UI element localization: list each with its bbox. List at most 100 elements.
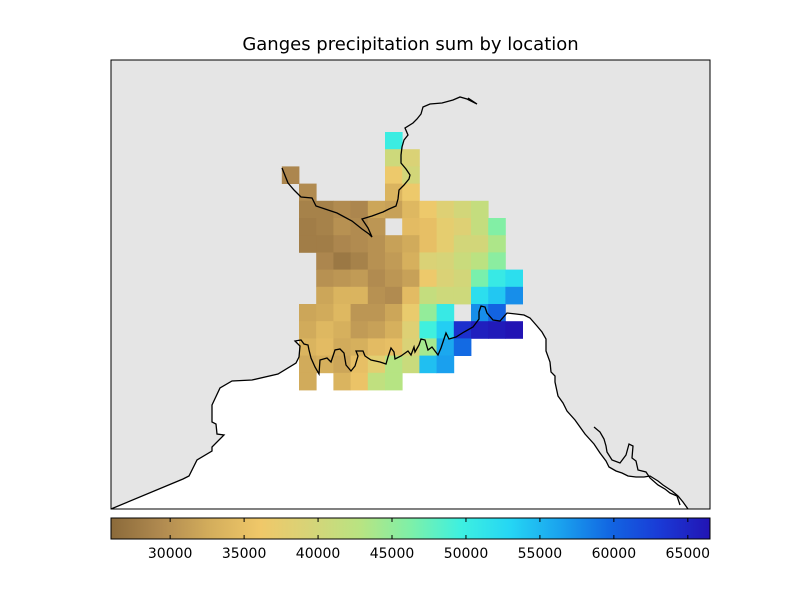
colorbar-ticks: 30000 35000 40000 45000 50000 55000 60000 65000 — [148, 518, 710, 562]
grid-cell — [385, 252, 403, 270]
grid-cell — [333, 304, 351, 322]
grid-cell — [453, 286, 472, 305]
grid-cell — [436, 355, 455, 374]
grid-cell — [367, 269, 386, 288]
grid-cell — [385, 269, 403, 288]
grid-cell — [453, 321, 472, 339]
grid-cell — [350, 200, 369, 219]
grid-cell — [385, 200, 403, 219]
grid-cell — [385, 183, 403, 202]
grid-cell — [471, 218, 489, 236]
grid-cell — [488, 269, 506, 288]
grid-cell — [385, 149, 403, 167]
grid-cell — [385, 321, 403, 339]
grid-cell — [333, 286, 351, 305]
grid-cell — [488, 304, 506, 322]
grid-cell — [350, 252, 369, 270]
grid-cell — [316, 304, 334, 322]
grid-cell — [488, 286, 506, 305]
grid-cell — [453, 338, 472, 356]
grid-cell — [316, 235, 334, 253]
grid-cell — [367, 218, 386, 236]
colorbar-gradient — [110, 517, 711, 540]
grid-cell — [453, 200, 472, 219]
grid-cell — [299, 235, 317, 253]
grid-cell — [488, 235, 506, 253]
grid-cell — [367, 252, 386, 270]
grid-cell — [488, 252, 506, 270]
grid-cell — [350, 338, 369, 356]
grid-cell — [471, 252, 489, 270]
grid-cell — [488, 321, 506, 339]
grid-cell — [419, 200, 437, 219]
land-mass — [111, 306, 688, 509]
coastline-main — [110, 305, 689, 510]
grid-cell — [419, 252, 437, 270]
grid-cell — [419, 355, 437, 374]
grid-cell — [488, 218, 506, 236]
grid-cell — [299, 218, 317, 236]
grid-cell — [471, 304, 489, 322]
map-frame — [110, 59, 711, 510]
grid-cell — [419, 286, 437, 305]
grid-cell — [333, 338, 351, 356]
colorbar-tick-label: 60000 — [592, 546, 637, 562]
grid-cell — [385, 355, 403, 374]
grid-cell — [505, 269, 523, 288]
grid-cell — [436, 286, 455, 305]
grid-cell — [402, 286, 420, 305]
colorbar-tick-label: 50000 — [444, 546, 489, 562]
grid-cell — [385, 166, 403, 184]
coastline — [110, 96, 689, 510]
colorbar-tick-label: 55000 — [518, 546, 563, 562]
grid-cell — [505, 286, 523, 305]
grid-cell — [333, 235, 351, 253]
grid-cell — [333, 355, 351, 374]
grid-cell — [367, 321, 386, 339]
grid-cell — [367, 286, 386, 305]
grid-cell — [453, 235, 472, 253]
colorbar-tick-label: 30000 — [148, 546, 193, 562]
grid-cell — [350, 269, 369, 288]
grid-cell — [367, 200, 386, 219]
grid-cell — [333, 372, 351, 391]
grid-cell — [316, 252, 334, 270]
grid-cell — [453, 218, 472, 236]
grid-cell — [316, 338, 334, 356]
grid-cell — [436, 235, 455, 253]
grid-cell — [367, 355, 386, 374]
grid-cell — [299, 372, 317, 391]
grid-cell — [350, 355, 369, 374]
coastline-right-inlet — [593, 426, 681, 506]
grid-cell — [402, 183, 420, 202]
grid-cell — [419, 235, 437, 253]
map-title: Ganges precipitation sum by location — [242, 34, 579, 55]
grid-cell — [453, 252, 472, 270]
grid-cell — [367, 372, 386, 391]
grid-cell — [402, 321, 420, 339]
grid-cell — [299, 183, 317, 202]
grid-cell — [350, 235, 369, 253]
grid-cell — [385, 304, 403, 322]
grid-cell — [385, 132, 403, 150]
colorbar-tick-label: 45000 — [370, 546, 415, 562]
grid-cell — [402, 304, 420, 322]
grid-cell — [419, 338, 437, 356]
grid-cell — [471, 286, 489, 305]
grid-cell — [333, 252, 351, 270]
grid-cell — [505, 321, 523, 339]
grid-cell — [436, 200, 455, 219]
grid-cell — [350, 321, 369, 339]
grid-cell — [299, 321, 317, 339]
grid-cell — [402, 200, 420, 219]
grid-cell — [471, 269, 489, 288]
colorbar: 30000 35000 40000 45000 50000 55000 60000 65000 — [110, 517, 711, 562]
grid-cell — [299, 304, 317, 322]
grid-cell — [350, 372, 369, 391]
grid-cell — [350, 304, 369, 322]
grid-cell — [367, 304, 386, 322]
grid-cell — [299, 200, 317, 219]
grid-cell — [471, 200, 489, 219]
colorbar-tick-label: 35000 — [222, 546, 267, 562]
grid-cell — [402, 355, 420, 374]
